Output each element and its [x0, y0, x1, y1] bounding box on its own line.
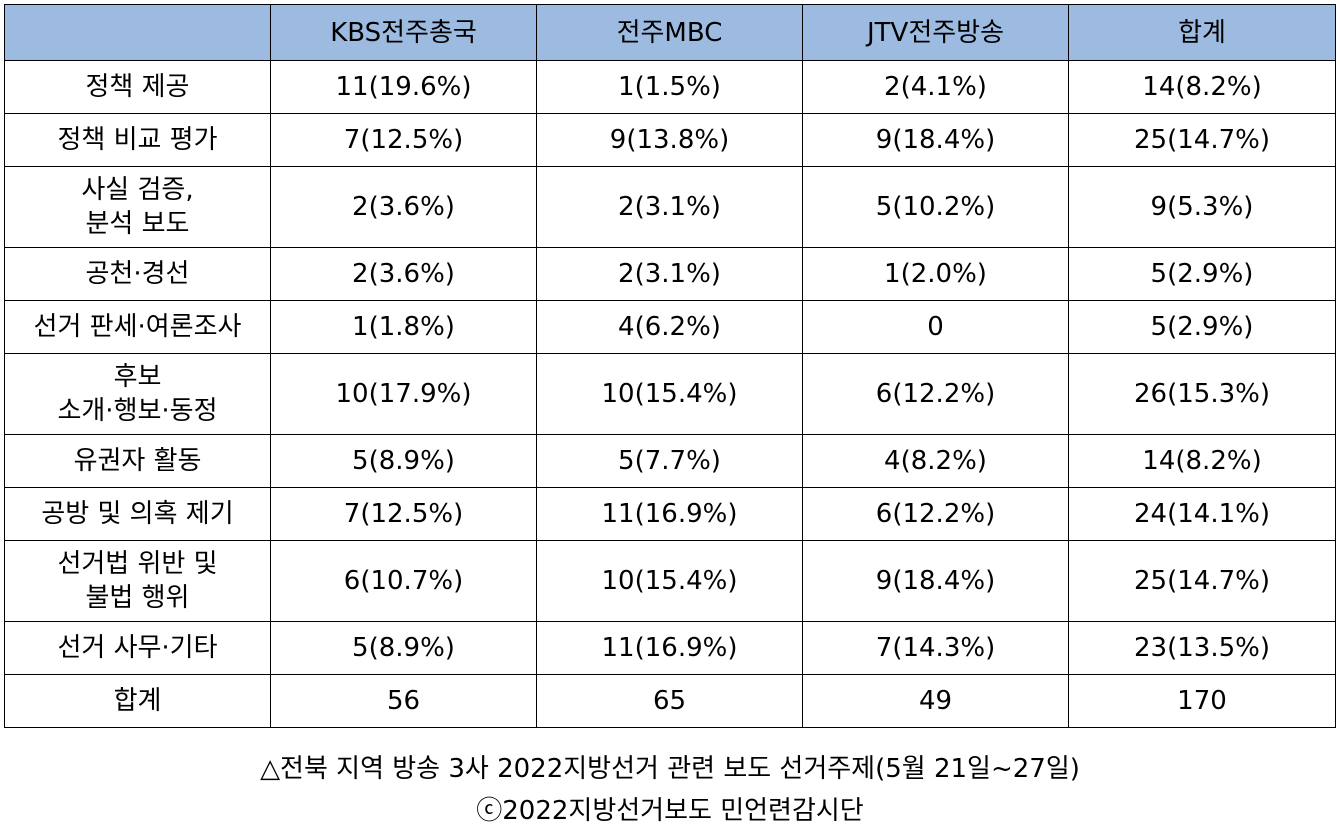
table-cell: 14(8.2%) [1068, 60, 1336, 114]
table-cell: 2(4.1%) [802, 60, 1069, 114]
table-cell: 1(1.8%) [270, 300, 537, 354]
table-cell: 2(3.6%) [270, 166, 537, 248]
copyright-caption: ⓒ2022지방선거보도 민언련감시단 [476, 796, 864, 826]
table-cell: 26(15.3%) [1068, 353, 1336, 435]
total-cell: 49 [802, 674, 1069, 728]
table-row: 선거법 위반 및 불법 행위 6(10.7%) 10(15.4%) 9(18.4… [4, 540, 1336, 622]
header-row: KBS전주총국 전주MBC JTV전주방송 합계 [4, 4, 1336, 61]
table-row: 정책 제공 11(19.6%) 1(1.5%) 2(4.1%) 14(8.2%) [4, 60, 1336, 114]
table-cell: 9(18.4%) [802, 113, 1069, 167]
table-cell: 11(19.6%) [270, 60, 537, 114]
table-cell: 2(3.1%) [536, 247, 803, 301]
table-cell: 5(8.9%) [270, 434, 537, 488]
table-cell: 9(5.3%) [1068, 166, 1336, 248]
row-label: 선거법 위반 및 불법 행위 [4, 540, 271, 622]
table-caption: △전북 지역 방송 3사 2022지방선거 관련 보도 선거주제(5월 21일~… [260, 754, 1080, 784]
table-cell: 2(3.1%) [536, 166, 803, 248]
table-row: 공천·경선 2(3.6%) 2(3.1%) 1(2.0%) 5(2.9%) [4, 247, 1336, 301]
row-label-total: 합계 [4, 674, 271, 728]
table-row: 후보 소개·행보·동정 10(17.9%) 10(15.4%) 6(12.2%)… [4, 353, 1336, 435]
table-cell: 4(6.2%) [536, 300, 803, 354]
table-header: KBS전주총국 전주MBC JTV전주방송 합계 [4, 4, 1336, 61]
table-row: 선거 판세·여론조사 1(1.8%) 4(6.2%) 0 5(2.9%) [4, 300, 1336, 354]
header-cell-empty [4, 4, 271, 61]
table-body: 정책 제공 11(19.6%) 1(1.5%) 2(4.1%) 14(8.2%)… [4, 60, 1336, 728]
election-topic-table-container: KBS전주총국 전주MBC JTV전주방송 합계 정책 제공 11(19.6%)… [4, 4, 1336, 728]
total-cell: 170 [1068, 674, 1336, 728]
row-label: 정책 비교 평가 [4, 113, 271, 167]
total-row: 합계 56 65 49 170 [4, 674, 1336, 728]
table-row: 유권자 활동 5(8.9%) 5(7.7%) 4(8.2%) 14(8.2%) [4, 434, 1336, 488]
table-cell: 9(13.8%) [536, 113, 803, 167]
total-cell: 65 [536, 674, 803, 728]
row-label: 사실 검증, 분석 보도 [4, 166, 271, 248]
header-cell-kbs: KBS전주총국 [270, 4, 537, 61]
table-cell: 11(16.9%) [536, 621, 803, 675]
row-label: 공천·경선 [4, 247, 271, 301]
table-cell: 5(8.9%) [270, 621, 537, 675]
row-label: 선거 판세·여론조사 [4, 300, 271, 354]
table-cell: 2(3.6%) [270, 247, 537, 301]
table-row: 정책 비교 평가 7(12.5%) 9(13.8%) 9(18.4%) 25(1… [4, 113, 1336, 167]
table-cell: 23(13.5%) [1068, 621, 1336, 675]
table-cell: 5(2.9%) [1068, 247, 1336, 301]
table-cell: 7(12.5%) [270, 487, 537, 541]
table-row: 선거 사무·기타 5(8.9%) 11(16.9%) 7(14.3%) 23(1… [4, 621, 1336, 675]
table-cell: 25(14.7%) [1068, 540, 1336, 622]
table-cell: 14(8.2%) [1068, 434, 1336, 488]
table-cell: 7(12.5%) [270, 113, 537, 167]
header-cell-jtv: JTV전주방송 [802, 4, 1069, 61]
table-cell: 5(10.2%) [802, 166, 1069, 248]
table-cell: 6(12.2%) [802, 353, 1069, 435]
table-cell: 11(16.9%) [536, 487, 803, 541]
row-label: 후보 소개·행보·동정 [4, 353, 271, 435]
table-cell: 0 [802, 300, 1069, 354]
table-cell: 25(14.7%) [1068, 113, 1336, 167]
table-cell: 10(17.9%) [270, 353, 537, 435]
table-cell: 9(18.4%) [802, 540, 1069, 622]
header-cell-total: 합계 [1068, 4, 1336, 61]
total-cell: 56 [270, 674, 537, 728]
header-cell-mbc: 전주MBC [536, 4, 803, 61]
election-topic-table: KBS전주총국 전주MBC JTV전주방송 합계 정책 제공 11(19.6%)… [4, 4, 1336, 728]
table-cell: 1(1.5%) [536, 60, 803, 114]
table-cell: 5(2.9%) [1068, 300, 1336, 354]
row-label: 공방 및 의혹 제기 [4, 487, 271, 541]
table-row: 공방 및 의혹 제기 7(12.5%) 11(16.9%) 6(12.2%) 2… [4, 487, 1336, 541]
table-cell: 6(10.7%) [270, 540, 537, 622]
table-cell: 7(14.3%) [802, 621, 1069, 675]
table-cell: 4(8.2%) [802, 434, 1069, 488]
row-label: 정책 제공 [4, 60, 271, 114]
table-cell: 5(7.7%) [536, 434, 803, 488]
table-cell: 24(14.1%) [1068, 487, 1336, 541]
table-cell: 10(15.4%) [536, 353, 803, 435]
table-cell: 1(2.0%) [802, 247, 1069, 301]
row-label: 선거 사무·기타 [4, 621, 271, 675]
table-cell: 10(15.4%) [536, 540, 803, 622]
table-cell: 6(12.2%) [802, 487, 1069, 541]
table-row: 사실 검증, 분석 보도 2(3.6%) 2(3.1%) 5(10.2%) 9(… [4, 166, 1336, 248]
row-label: 유권자 활동 [4, 434, 271, 488]
